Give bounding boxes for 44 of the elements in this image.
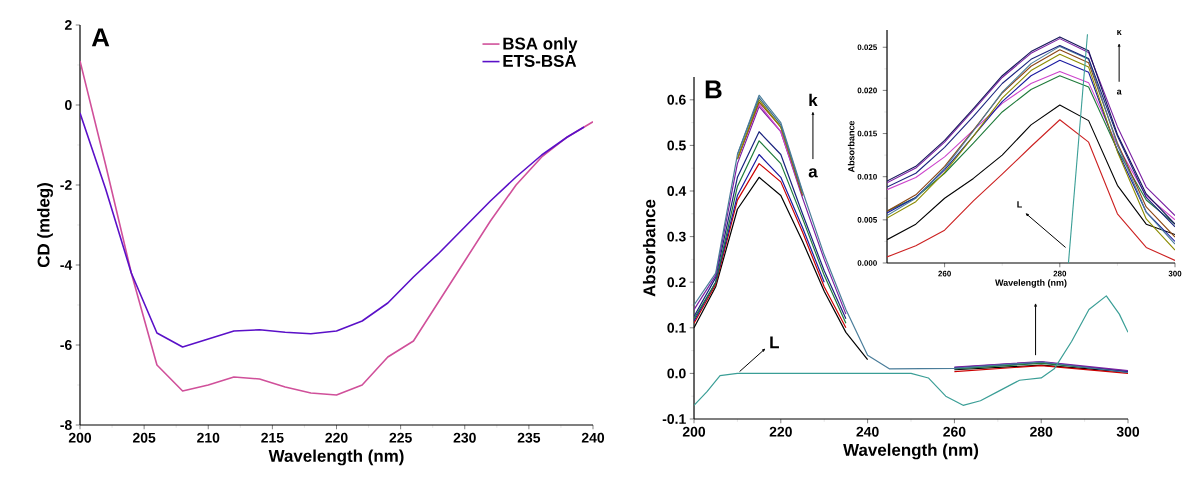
y-tick-label: 0 — [65, 100, 72, 110]
y-axis-title: CD (mdeg) — [37, 183, 53, 268]
y-tick-label: -4 — [60, 260, 73, 270]
y-tick-label: -2 — [60, 180, 72, 190]
x-tick-label: 260 — [943, 426, 966, 437]
x-axis-title: Wavelength (nm) — [843, 443, 979, 460]
x-axis-title: Wavelength (nm) — [268, 449, 404, 466]
x-axis-title: Wavelength (nm) — [995, 279, 1067, 288]
x-tick-label: 235 — [517, 432, 541, 443]
annotation: L — [1017, 201, 1022, 208]
y-tick-label: -6 — [60, 340, 72, 350]
x-tick-label: 215 — [261, 432, 284, 443]
x-tick-label: 240 — [581, 432, 605, 443]
y-tick-label: 0.0 — [667, 368, 686, 379]
legend-label: ETS-BSA — [503, 54, 577, 67]
x-tick-label: 200 — [682, 426, 706, 437]
y-tick-label: -0.1 — [662, 414, 686, 424]
x-tick-label: 280 — [1030, 426, 1053, 437]
y-tick-label: 0.3 — [667, 231, 686, 242]
chart-title: B — [705, 80, 722, 99]
x-tick-label: 230 — [453, 432, 476, 443]
y-tick-label: -8 — [60, 420, 72, 430]
x-tick-label: 205 — [132, 432, 156, 443]
y-tick-label: 0.1 — [667, 322, 686, 333]
x-tick-label: 240 — [856, 426, 879, 437]
x-tick-label: 220 — [325, 432, 348, 443]
annotation: L — [770, 336, 779, 349]
y-axis-title: Absorbance — [642, 199, 656, 297]
x-tick-label: 225 — [389, 432, 412, 443]
x-tick-label: 200 — [68, 432, 92, 443]
y-tick-label: 0.4 — [667, 186, 687, 196]
annotation: a — [1116, 89, 1122, 95]
y-axis-title: Absorbance — [847, 120, 855, 173]
y-tick-label: 0.6 — [667, 94, 686, 105]
y-tick-label: 0.2 — [667, 277, 686, 288]
chart-title: A — [91, 28, 110, 47]
annotation: k — [809, 93, 818, 106]
x-tick-label: 220 — [769, 426, 792, 437]
y-tick-label: 2 — [64, 20, 72, 30]
y-tick-label: 0.5 — [667, 140, 686, 151]
legend-label: BSA only — [503, 37, 578, 53]
x-tick-label: 300 — [1116, 426, 1140, 437]
annotation: a — [808, 168, 818, 178]
x-tick-label: 210 — [197, 432, 220, 443]
